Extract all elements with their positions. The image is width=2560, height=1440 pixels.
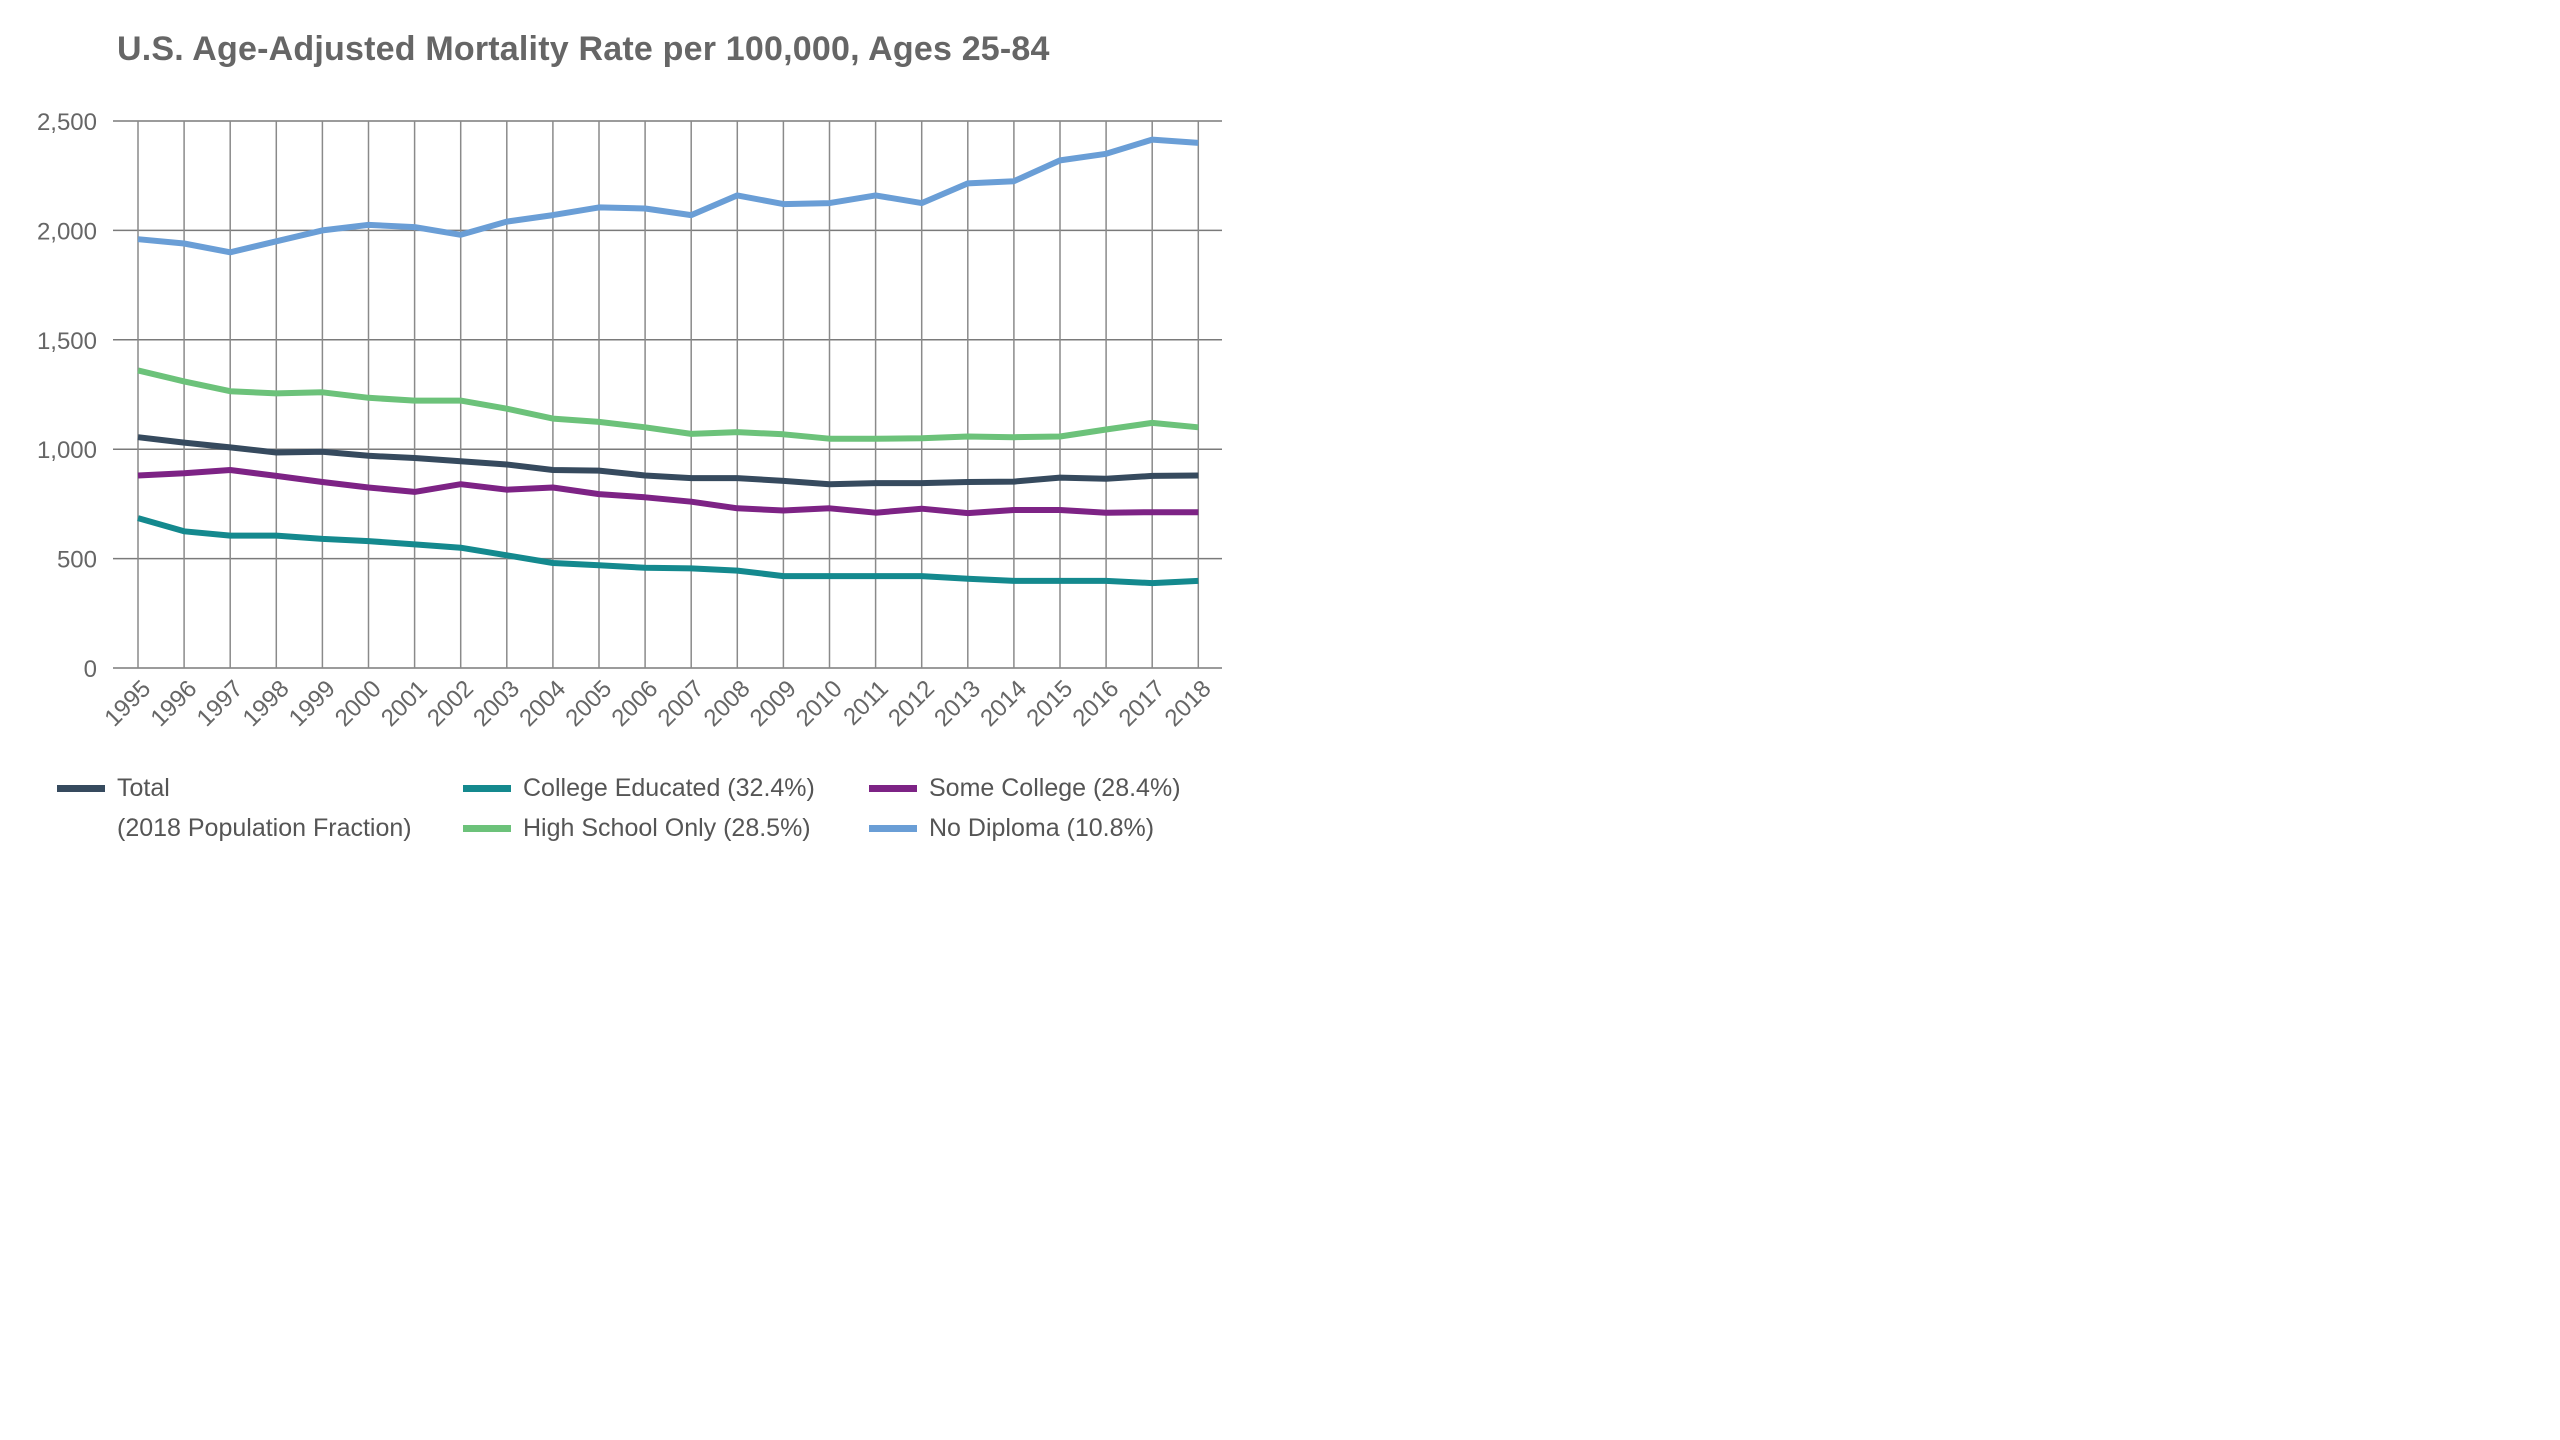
x-tick-label: 1999 — [284, 675, 341, 732]
x-tick-label: 2012 — [883, 675, 940, 732]
legend-item-college: College Educated (32.4%) — [463, 774, 815, 803]
x-tick-label: 1997 — [192, 675, 249, 732]
x-tick-label: 1998 — [238, 675, 295, 732]
y-tick-label: 1,500 — [37, 328, 97, 355]
legend-note: (2018 Population Fraction) — [117, 814, 412, 842]
x-tick-label: 2009 — [745, 675, 802, 732]
legend-label-high-school: High School Only (28.5%) — [523, 814, 811, 842]
x-tick-label: 2004 — [514, 675, 571, 732]
legend-swatch-no-diploma — [869, 825, 917, 832]
series-line-high-school-only-28-5 — [137, 367, 1199, 442]
chart-root: U.S. Age-Adjusted Mortality Rate per 100… — [0, 0, 1545, 884]
series-line-no-diploma-10-8 — [137, 136, 1199, 256]
series-line-college-educated-32-4 — [137, 515, 1199, 587]
x-tick-label: 2016 — [1067, 675, 1124, 732]
x-tick-label: 2000 — [330, 675, 387, 732]
y-tick-label: 500 — [57, 547, 97, 574]
legend-label-some-college: Some College (28.4%) — [929, 774, 1181, 802]
y-tick-label: 2,500 — [37, 109, 97, 136]
legend-swatch-college — [463, 785, 511, 792]
y-tick-label: 0 — [84, 656, 97, 683]
x-tick-label: 2002 — [422, 675, 479, 732]
x-tick-label: 2011 — [838, 675, 894, 731]
legend-item-high-school: High School Only (28.5%) — [463, 814, 811, 843]
x-tick-label: 2018 — [1160, 675, 1217, 732]
legend-item-total: Total — [57, 774, 170, 803]
x-tick-label: 2013 — [929, 675, 986, 732]
chart-title: U.S. Age-Adjusted Mortality Rate per 100… — [117, 30, 1050, 68]
x-tick-label: 2005 — [560, 675, 617, 732]
x-tick-label: 2006 — [606, 675, 663, 732]
legend-swatch-high-school — [463, 825, 511, 832]
x-tick-label: 2017 — [1114, 675, 1171, 732]
legend-swatch-total — [57, 785, 105, 792]
x-tick-label: 2014 — [975, 675, 1032, 732]
legend-item-some-college: Some College (28.4%) — [869, 774, 1181, 803]
series-line-some-college-28-4 — [137, 467, 1199, 517]
x-tick-label: 1996 — [145, 675, 202, 732]
legend-item-no-diploma: No Diploma (10.8%) — [869, 814, 1154, 843]
legend-label-total: Total — [117, 774, 170, 802]
x-tick-label: 2010 — [791, 675, 848, 732]
legend-label-no-diploma: No Diploma (10.8%) — [929, 814, 1155, 842]
y-axis: 0 500 1,000 1,500 2,000 2,500 — [37, 109, 97, 683]
x-tick-label: 1995 — [99, 675, 156, 732]
x-tick-label: 2007 — [653, 675, 710, 732]
x-tick-label: 2015 — [1021, 675, 1078, 732]
y-tick-label: 2,000 — [37, 218, 97, 245]
series-layer — [137, 136, 1199, 587]
x-tick-label: 2003 — [468, 675, 525, 732]
legend-swatch-some-college — [869, 785, 917, 792]
legend-label-college: College Educated (32.4%) — [523, 774, 815, 802]
series-line-total — [137, 434, 1199, 488]
x-tick-label: 2008 — [699, 675, 756, 732]
x-axis: 1995199619971998199920002001200220032004… — [99, 675, 1216, 732]
y-tick-label: 1,000 — [37, 437, 97, 464]
x-tick-label: 2001 — [376, 675, 433, 732]
